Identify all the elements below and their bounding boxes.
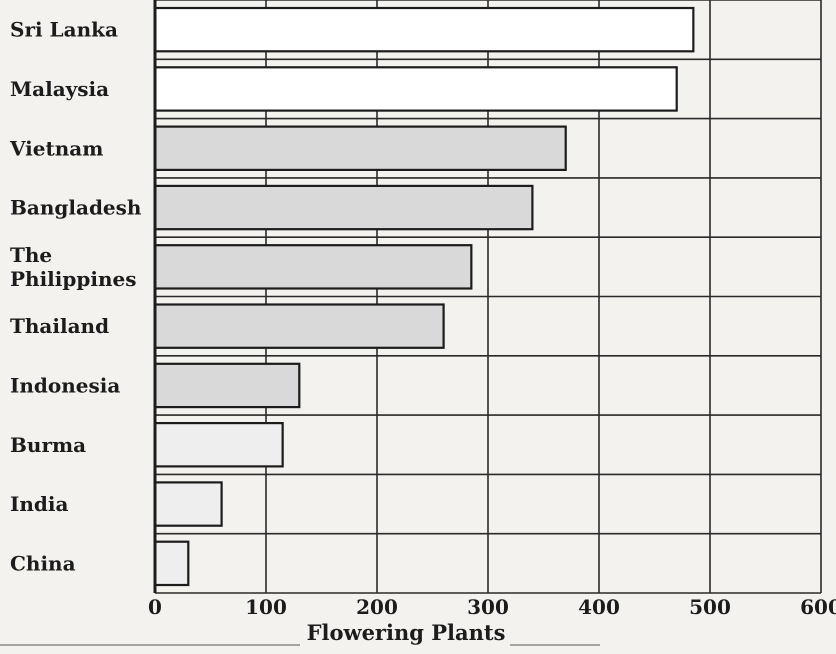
x-axis-title: Flowering Plants <box>307 620 506 645</box>
bar <box>153 66 678 112</box>
bar <box>153 362 301 409</box>
bar <box>153 184 534 231</box>
category-label: Burma <box>10 433 86 457</box>
bar <box>153 125 567 171</box>
category-label: Vietnam <box>9 136 103 160</box>
category-label: Indonesia <box>10 373 120 397</box>
x-tick-label: 500 <box>689 595 731 619</box>
category-label: Sri Lanka <box>10 18 118 42</box>
x-tick-label: 300 <box>467 595 509 619</box>
x-tick-label: 400 <box>578 595 620 619</box>
bar <box>153 303 445 349</box>
plot-frame <box>0 0 600 646</box>
category-labels: Sri Lanka Malaysia Vietnam Bangladesh The Phi… <box>9 18 142 576</box>
x-tick-label: 600 <box>800 595 836 619</box>
category-label: India <box>10 492 68 516</box>
x-tick-label: 100 <box>245 595 287 619</box>
category-label: China <box>10 551 76 575</box>
bar <box>153 540 190 587</box>
bar <box>153 422 284 468</box>
bars <box>153 6 695 587</box>
category-label: Bangladesh <box>10 196 142 220</box>
bar <box>153 6 695 53</box>
category-label: Malaysia <box>10 77 109 101</box>
category-label: Thailand <box>10 314 109 338</box>
bar <box>153 244 473 290</box>
x-tick-label: 200 <box>356 595 398 619</box>
category-label: The Philippines <box>10 243 136 291</box>
x-tick-labels: 0 100 200 300 400 500 600 <box>148 595 836 619</box>
x-tick-label: 0 <box>148 595 162 619</box>
bar <box>153 481 223 527</box>
